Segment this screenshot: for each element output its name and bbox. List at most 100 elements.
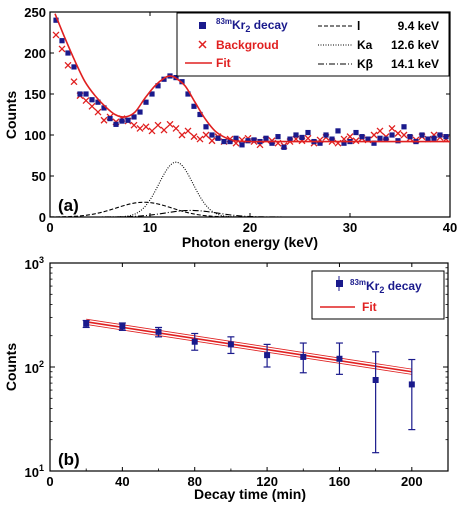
decay-time-marker — [300, 353, 307, 360]
a-ytick-label: 150 — [24, 87, 46, 102]
decay-point — [443, 134, 449, 140]
decay-time-marker — [155, 328, 162, 335]
decay-time-point — [155, 326, 163, 338]
legend-l-label: l — [357, 19, 360, 33]
decay-point — [419, 132, 425, 138]
decay-time-marker — [372, 376, 379, 383]
panel-a-legend-box — [176, 12, 450, 77]
decay-point — [155, 83, 161, 89]
decay-point — [425, 136, 431, 142]
decay-point — [275, 134, 281, 140]
panel-a-fit-line — [54, 13, 450, 143]
decay-point — [215, 135, 221, 141]
decay-point — [233, 135, 239, 141]
decay-point — [101, 105, 107, 111]
decay-point — [407, 134, 413, 140]
decay-point — [89, 97, 95, 103]
legend-background-label: Backgroud — [216, 38, 279, 52]
decay-point — [191, 103, 197, 109]
background-point — [58, 45, 66, 53]
decay-time-marker — [119, 323, 126, 330]
decay-point — [317, 140, 323, 146]
decay-point — [377, 135, 383, 141]
decay-time-marker — [191, 338, 198, 345]
a-xtick-label: 10 — [143, 220, 157, 235]
b-xtick-label: 40 — [115, 474, 129, 489]
panel-a-ylabel: Counts — [3, 91, 19, 139]
decay-point — [431, 135, 437, 141]
a-xtick-label: 30 — [343, 220, 357, 235]
decay-time-point — [82, 319, 90, 329]
decay-time-marker — [264, 352, 271, 359]
a-xtick-label: 40 — [443, 220, 457, 235]
panel-b-fit-line — [86, 321, 412, 373]
background-point — [142, 123, 150, 131]
decay-point — [335, 128, 341, 134]
decay-point — [83, 91, 89, 97]
a-ytick-label: 0 — [39, 210, 46, 225]
decay-point — [197, 111, 203, 118]
decay-point — [53, 17, 59, 23]
legend-l-value: 9.4 keV — [398, 19, 439, 33]
decay-point — [353, 129, 359, 136]
a-ytick-label: 250 — [24, 5, 46, 20]
decay-point — [149, 91, 155, 97]
decay-time-point — [335, 342, 343, 375]
panel-b-legend-box — [311, 270, 445, 320]
decay-point — [263, 135, 269, 141]
decay-point — [221, 138, 227, 145]
decay-point — [251, 137, 257, 143]
decay-point — [401, 124, 407, 130]
legend-decay-marker — [199, 22, 206, 29]
decay-point — [287, 136, 293, 142]
decay-point — [59, 38, 65, 44]
decay-point — [305, 129, 311, 136]
background-point — [346, 133, 354, 141]
decay-point — [203, 124, 209, 130]
b-xtick-label: 200 — [401, 474, 423, 489]
b-ytick-label: 102 — [25, 359, 44, 376]
panel-a-ticks: 0 10 20 30 40 0 50 100 150 200 250 — [24, 5, 457, 235]
background-point — [64, 61, 72, 69]
legend-b-decay-marker — [336, 280, 343, 287]
background-point — [178, 131, 186, 139]
panel-b: 0 40 80 120 160 200 103 102 101 (b) Decay time (… — [3, 255, 449, 502]
legend-ka-label: Ka — [357, 38, 373, 52]
panel-b-legend: 83mKr2 decay Fit — [311, 270, 445, 320]
decay-point — [227, 138, 233, 145]
background-point — [352, 137, 360, 145]
background-point — [202, 131, 210, 139]
decay-time-point — [191, 332, 199, 351]
b-ytick-label: 103 — [25, 255, 44, 272]
decay-point — [329, 136, 335, 142]
decay-point — [359, 134, 365, 140]
background-point — [136, 124, 144, 132]
decay-time-marker — [408, 381, 415, 388]
decay-point — [437, 132, 443, 138]
background-point — [304, 134, 312, 142]
decay-point — [65, 50, 71, 56]
decay-point — [131, 114, 137, 120]
b-xtick-label: 80 — [187, 474, 201, 489]
decay-time-point — [408, 358, 416, 431]
decay-point — [365, 136, 371, 142]
decay-point — [143, 99, 149, 105]
background-point — [70, 78, 78, 86]
background-point — [190, 133, 198, 141]
background-point — [160, 126, 168, 134]
decay-time-point — [227, 336, 235, 355]
background-point — [52, 31, 60, 39]
panel-b-label: (b) — [58, 450, 80, 469]
panel-b-ticks: 0 40 80 120 160 200 103 102 101 — [25, 255, 448, 489]
decay-time-point — [263, 343, 271, 368]
background-point — [376, 127, 384, 135]
component-curve-kb — [50, 209, 450, 218]
panel-a: 0 10 20 30 40 0 50 100 150 200 250 (a) Photon ener… — [3, 5, 457, 250]
decay-point — [281, 144, 287, 150]
decay-point — [125, 117, 131, 123]
panel-a-legend: 83mKr2 decay Backgroud Fit l 9.4 keV Ka … — [176, 12, 450, 77]
legend-b-decay-label: 83mKr2 decay — [350, 278, 422, 295]
decay-point — [119, 118, 125, 124]
background-point — [130, 121, 138, 129]
